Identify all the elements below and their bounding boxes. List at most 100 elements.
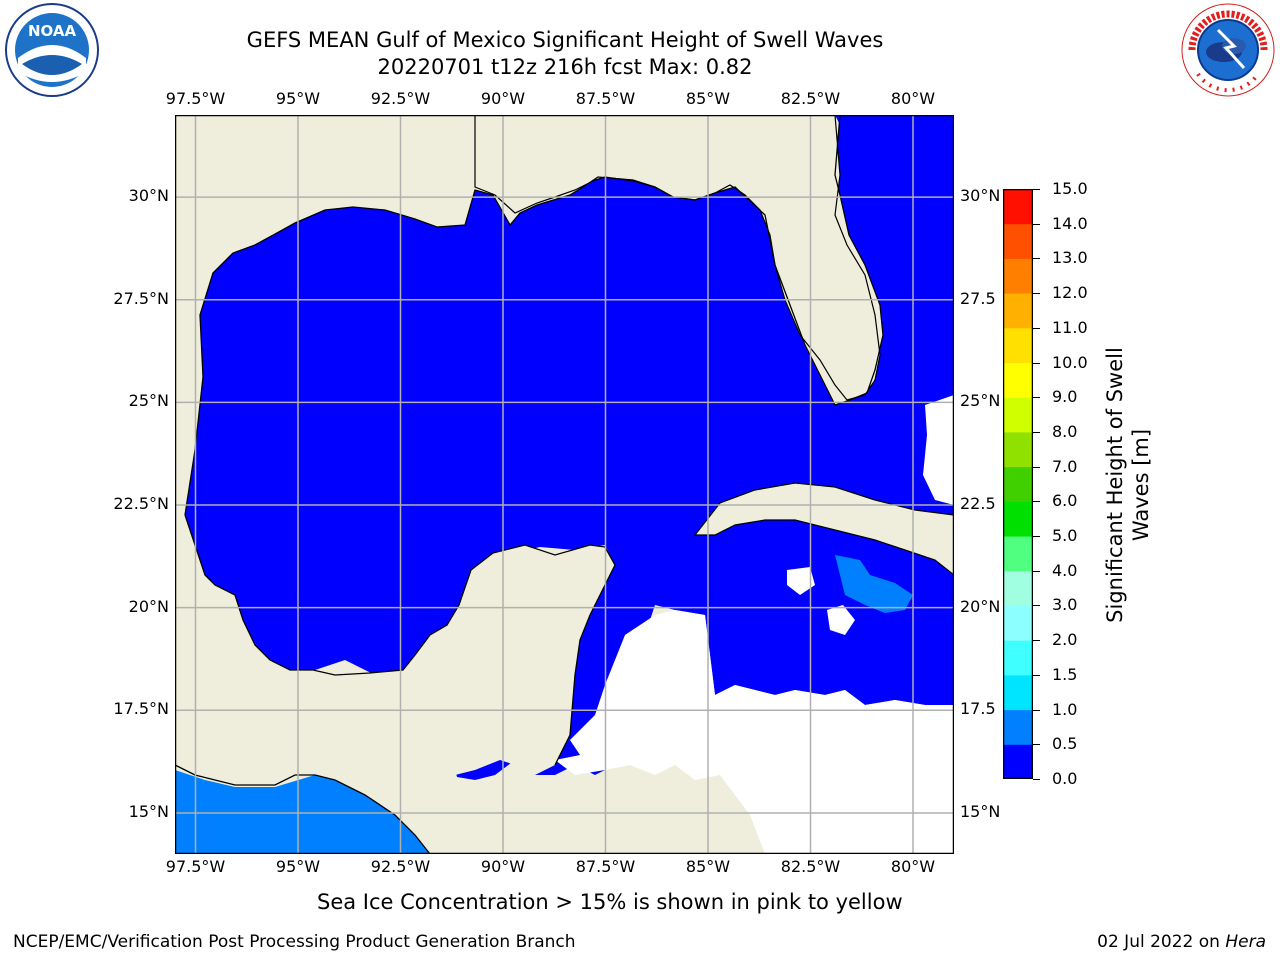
colorbar-segment [1003,744,1033,779]
swell-patch [835,555,913,613]
lon-tick-label: 87.5°W [575,89,636,108]
colorbar-segment [1003,570,1033,606]
colorbar-tick-mark [1033,605,1040,607]
colorbar-tick-mark [1033,258,1040,260]
lat-tick-label: 22.5 [960,494,996,514]
colorbar-tick-mark [1033,779,1040,780]
missing-area [923,395,954,505]
colorbar [1003,189,1033,779]
lon-tick-label: 85°W [685,89,731,108]
lat-tick-label: 27.5 [960,288,996,308]
colorbar-tick-label: 6.0 [1052,491,1078,511]
colorbar-segment [1003,223,1033,259]
colorbar-segment [1003,293,1033,329]
nws-logo [1181,3,1275,97]
colorbar-segment [1003,466,1033,502]
colorbar-tick-mark [1033,501,1040,503]
footer-credit: NCEP/EMC/Verification Post Processing Pr… [13,932,576,952]
sea-ice-caption: Sea Ice Concentration > 15% is shown in … [317,890,903,914]
footer-host: Hera [1225,932,1266,952]
colorbar-tick-label: 1.5 [1052,664,1078,684]
colorbar-tick-mark [1033,570,1040,572]
colorbar-tick-label: 0.0 [1052,769,1078,788]
lon-tick-label: 92.5°W [370,89,431,108]
colorbar-tick-label: 10.0 [1052,352,1088,372]
colorbar-segment [1003,501,1033,537]
colorbar-label-line2: Waves [m] [1129,428,1153,542]
lat-tick-label: 15°N [960,801,1001,821]
colorbar-segment [1003,536,1033,572]
colorbar-tick-label: 4.0 [1052,560,1078,580]
chart-subtitle: 20220701 t12z 216h fcst Max: 0.82 [377,55,753,79]
colorbar-tick-mark [1033,223,1040,225]
lon-tick-label: 82.5°W [780,89,841,108]
colorbar-tick-mark [1033,189,1040,190]
colorbar-segment [1003,189,1033,225]
colorbar-segment [1003,431,1033,468]
colorbar-tick-label: 2.0 [1052,630,1078,650]
colorbar-tick-label: 1.0 [1052,699,1078,719]
colorbar-tick-label: 3.0 [1052,595,1078,615]
colorbar-tick-label: 14.0 [1052,213,1088,233]
lat-tick-label: 25°N [960,391,1001,411]
lon-tick-label: 80°W [890,857,936,876]
noaa-logo: NOAA [5,3,99,97]
missing-area [555,610,954,854]
coastline [184,514,616,766]
lon-tick-label: 97.5°W [165,89,226,108]
colorbar-tick-mark [1033,640,1040,642]
colorbar-tick-label: 0.5 [1052,734,1078,754]
colorbar-tick-mark [1033,466,1040,468]
lon-tick-label: 95°W [275,857,321,876]
lat-tick-label: 15°N [128,801,169,821]
coastline [175,764,431,854]
missing-area [787,567,815,595]
lat-tick-label: 25°N [128,391,169,411]
map [175,115,954,854]
lon-tick-label: 87.5°W [575,857,636,876]
lon-tick-label: 95°W [275,89,321,108]
colorbar-tick-label: 5.0 [1052,526,1078,546]
lat-tick-label: 30°N [128,186,169,206]
footer-date-text: 02 Jul 2022 on [1097,932,1226,952]
lon-tick-label: 80°W [890,89,936,108]
land-cuba [693,482,954,576]
colorbar-tick-mark [1033,362,1040,364]
gridlines [175,115,954,854]
colorbar-tick-label: 13.0 [1052,248,1088,268]
lon-tick-label: 82.5°W [780,857,841,876]
coastline [184,115,884,516]
colorbar-tick-label: 9.0 [1052,387,1078,407]
lon-tick-label: 92.5°W [370,857,431,876]
colorbar-tick-label: 7.0 [1052,456,1078,476]
lat-tick-label: 22.5°N [113,494,169,514]
lon-tick-label: 97.5°W [165,857,226,876]
colorbar-tick-label: 11.0 [1052,317,1088,337]
lat-tick-label: 20°N [128,596,169,616]
lon-tick-label: 90°W [480,857,526,876]
colorbar-tick-mark [1033,431,1040,433]
colorbar-label-line1: Significant Height of Swell [1103,347,1127,623]
lat-tick-label: 17.5°N [113,699,169,719]
pacific-water [175,770,430,854]
lat-tick-label: 20°N [960,596,1001,616]
colorbar-segment [1003,362,1033,398]
lon-tick-label: 90°W [480,89,526,108]
colorbar-segment [1003,674,1033,711]
colorbar-tick-label: 15.0 [1052,179,1088,198]
colorbar-segment [1003,640,1033,676]
colorbar-tick-mark [1033,536,1040,538]
colorbar-segment [1003,258,1033,294]
colorbar-segment [1003,709,1033,745]
colorbar-segment [1003,605,1033,641]
lat-tick-label: 27.5°N [113,288,169,308]
lat-tick-label: 30°N [960,186,1001,206]
colorbar-tick-mark [1033,327,1040,329]
lat-tick-label: 17.5 [960,699,996,719]
noaa-logo-text: NOAA [28,22,77,40]
colorbar-tick-mark [1033,709,1040,711]
gulf-water [185,115,954,780]
colorbar-tick-label: 12.0 [1052,283,1088,303]
lon-tick-label: 85°W [685,857,731,876]
colorbar-tick-mark [1033,293,1040,295]
